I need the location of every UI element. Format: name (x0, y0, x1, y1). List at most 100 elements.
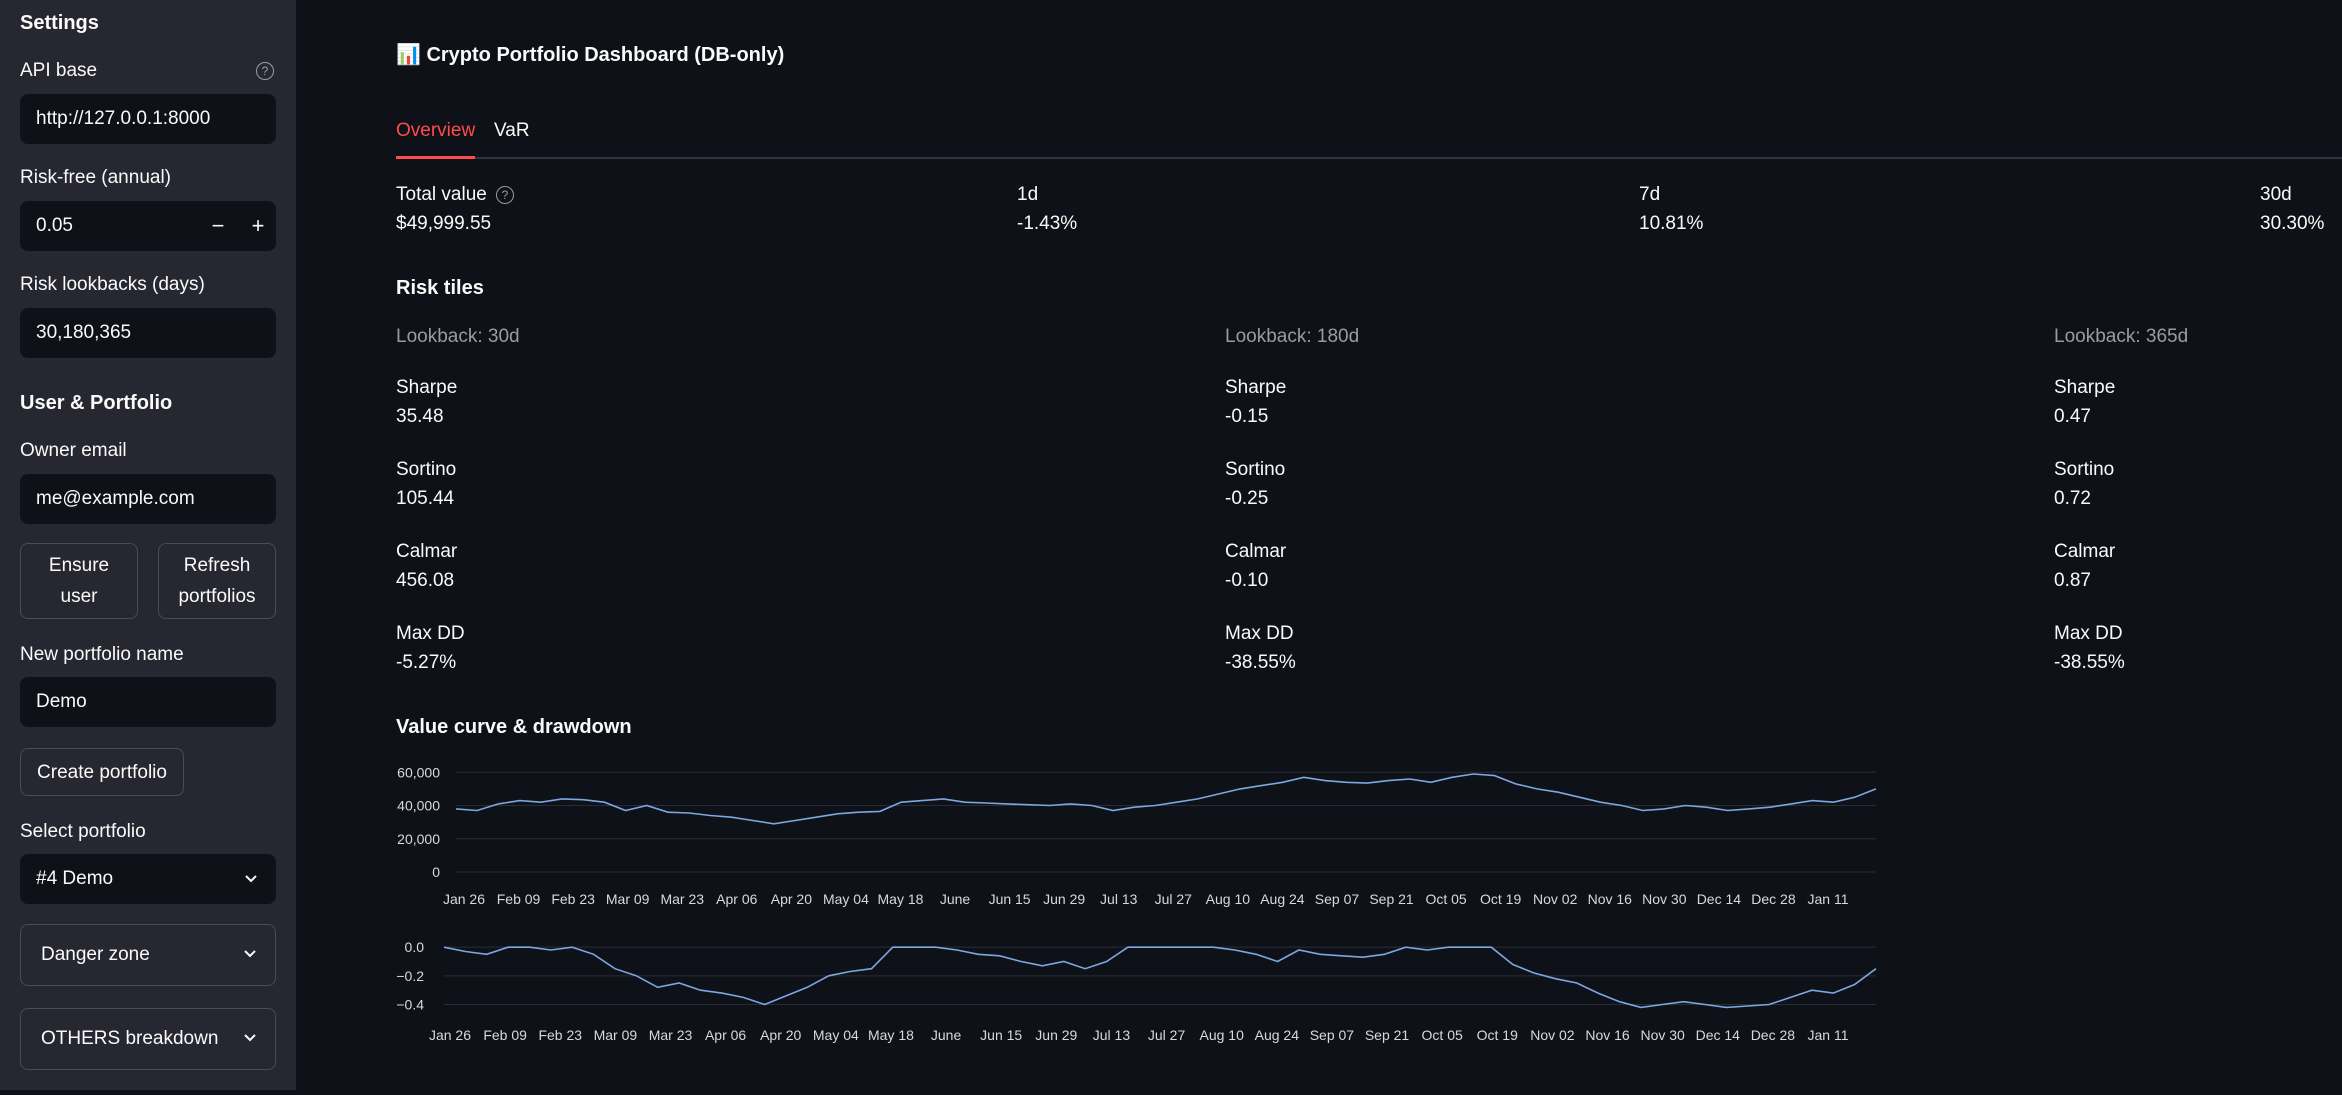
x-tick-label: May 18 (878, 891, 924, 907)
calmar-value: -0.10 (1225, 570, 1269, 591)
portfolio-select[interactable]: #4 Demo (20, 854, 276, 904)
danger-zone-label: Danger zone (41, 944, 150, 965)
series-line (443, 946, 1877, 1009)
ensure-user-button[interactable]: Ensure user (20, 543, 138, 619)
x-tick-label: Sep 07 (1310, 1027, 1355, 1043)
user-portfolio-heading: User & Portfolio (20, 392, 173, 414)
chevron-down-icon (243, 925, 257, 1011)
x-tick-label: Nov 30 (1640, 1027, 1685, 1043)
tab-overview[interactable]: Overview (396, 120, 476, 141)
y-tick-label: 40,000 (397, 798, 440, 814)
calmar-label: Calmar (2054, 541, 2116, 562)
max-dd-value: -38.55% (1225, 652, 1296, 673)
y-tick-label: 60,000 (397, 764, 440, 780)
x-tick-label: Dec 28 (1751, 1027, 1796, 1043)
x-tick-label: Apr 06 (705, 1027, 746, 1043)
x-tick-label: Dec 14 (1697, 891, 1742, 907)
lookback-label: Lookback: 365d (2054, 326, 2189, 347)
risk-free-label: Risk-free (annual) (20, 167, 171, 188)
metric-30d-label: 30d (2260, 184, 2292, 205)
chevron-down-icon (244, 854, 258, 925)
x-tick-label: May 18 (868, 1027, 914, 1043)
x-tick-label: Aug 24 (1255, 1027, 1300, 1043)
increment-button[interactable]: + (251, 213, 265, 238)
settings-heading: Settings (20, 12, 99, 34)
risk-free-value: 0.05 (36, 215, 73, 236)
x-tick-label: Mar 23 (649, 1027, 693, 1043)
x-tick-label: Aug 10 (1206, 891, 1251, 907)
sharpe-label: Sharpe (396, 377, 458, 398)
x-tick-label: Apr 06 (716, 891, 757, 907)
calmar-label: Calmar (1225, 541, 1287, 562)
x-tick-label: June (940, 891, 971, 907)
y-tick-label: 20,000 (397, 831, 440, 847)
lookbacks-label: Risk lookbacks (days) (20, 274, 205, 295)
x-tick-label: Sep 07 (1315, 891, 1360, 907)
x-tick-label: Feb 23 (538, 1027, 582, 1043)
metric-1d-label: 1d (1017, 184, 1039, 205)
sortino-label: Sortino (2054, 459, 2115, 480)
calmar-value: 456.08 (396, 570, 455, 591)
x-tick-label: Sep 21 (1365, 1027, 1410, 1043)
decrement-button[interactable]: − (211, 213, 225, 238)
y-tick-label: −0.4 (396, 997, 424, 1013)
max-dd-label: Max DD (1225, 623, 1294, 644)
drawdown-chart: 0.0 −0.2 −0.4 Jan 26 Feb 09 Feb 23 Mar 09 Mar 2… (396, 939, 1877, 1043)
x-tick-label: Feb 09 (483, 1027, 527, 1043)
risk-free-stepper[interactable]: 0.05 − + (20, 201, 276, 251)
metric-7d-value: 10.81% (1639, 213, 1704, 234)
x-tick-label: Apr 20 (760, 1027, 801, 1043)
sortino-value: 0.72 (2054, 488, 2091, 509)
x-tick-label: Mar 09 (606, 891, 650, 907)
sharpe-value: 35.48 (396, 406, 444, 427)
x-tick-label: Jul 13 (1093, 1027, 1131, 1043)
y-tick-label: 0 (432, 864, 440, 880)
danger-zone-expander[interactable]: Danger zone (20, 924, 276, 986)
sidebar: Settings API base ? http://127.0.0.1:800… (0, 0, 296, 1090)
lookbacks-input[interactable]: 30,180,365 (20, 308, 276, 358)
x-tick-label: Aug 24 (1260, 891, 1305, 907)
risk-tiles-heading: Risk tiles (396, 277, 484, 299)
lookback-label: Lookback: 180d (1225, 326, 1360, 347)
x-tick-label: Aug 10 (1199, 1027, 1244, 1043)
api-base-input[interactable]: http://127.0.0.1:8000 (20, 94, 276, 144)
create-portfolio-button[interactable]: Create portfolio (20, 748, 184, 796)
api-base-label: API base (20, 60, 98, 81)
calmar-value: 0.87 (2054, 570, 2091, 591)
series-line (455, 773, 1877, 825)
sortino-label: Sortino (1225, 459, 1286, 480)
calmar-label: Calmar (396, 541, 458, 562)
x-tick-label: May 04 (813, 1027, 859, 1043)
help-icon[interactable]: ? (256, 62, 274, 80)
x-tick-label: Oct 05 (1425, 891, 1466, 907)
new-portfolio-label: New portfolio name (20, 644, 184, 665)
sortino-value: -0.25 (1225, 488, 1269, 509)
help-icon[interactable]: ? (496, 186, 514, 204)
x-tick-label: Jul 27 (1148, 1027, 1186, 1043)
max-dd-label: Max DD (2054, 623, 2123, 644)
metric-7d-label: 7d (1639, 184, 1661, 205)
x-tick-label: Nov 30 (1642, 891, 1687, 907)
chevron-down-icon (243, 1009, 257, 1095)
others-breakdown-expander[interactable]: OTHERS breakdown (20, 1008, 276, 1070)
refresh-portfolios-button[interactable]: Refresh portfolios (158, 543, 276, 619)
sharpe-value: 0.47 (2054, 406, 2091, 427)
value-curve-heading: Value curve & drawdown (396, 716, 632, 738)
max-dd-value: -5.27% (396, 652, 457, 673)
x-tick-label: Nov 16 (1585, 1027, 1630, 1043)
sortino-value: 105.44 (396, 488, 455, 509)
portfolio-select-value: #4 Demo (36, 868, 114, 889)
new-portfolio-input[interactable]: Demo (20, 677, 276, 727)
x-tick-label: Jan 26 (443, 891, 485, 907)
select-portfolio-label: Select portfolio (20, 821, 146, 842)
x-tick-label: June (931, 1027, 962, 1043)
metric-total-value: $49,999.55 (396, 213, 492, 234)
x-tick-label: Sep 21 (1369, 891, 1414, 907)
page-title: 📊 Crypto Portfolio Dashboard (DB-only) (396, 44, 785, 66)
tab-var[interactable]: VaR (494, 120, 530, 141)
x-tick-label: Dec 28 (1751, 891, 1796, 907)
x-tick-label: Jun 29 (1043, 891, 1085, 907)
owner-email-input[interactable]: me@example.com (20, 474, 276, 524)
x-tick-label: Oct 19 (1480, 891, 1521, 907)
